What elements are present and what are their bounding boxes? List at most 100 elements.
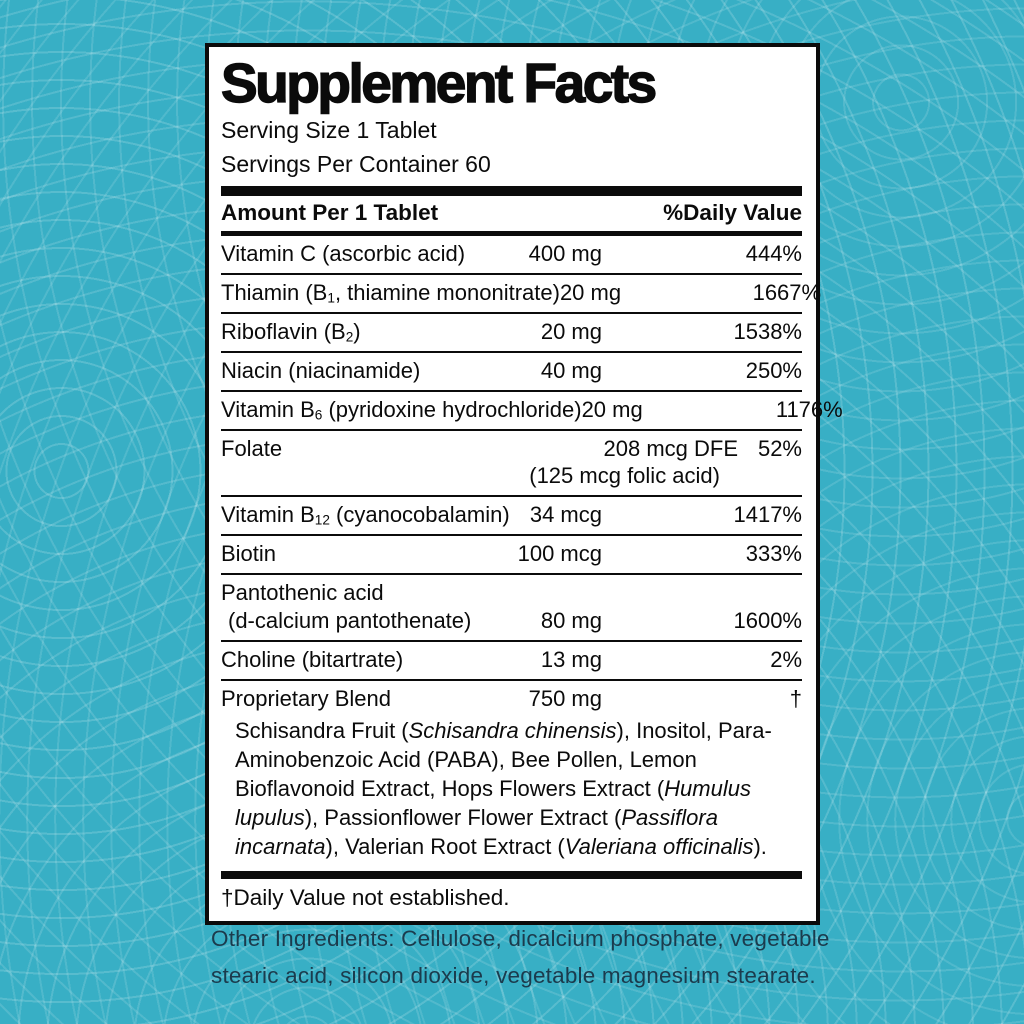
text-segment: Vitamin B <box>221 502 315 528</box>
subscript: 2 <box>345 329 354 345</box>
nutrient-amount: 750 mg <box>528 686 602 712</box>
nutrient-name-line: Vitamin B12 (cyanocobalamin) <box>221 501 510 529</box>
nutrient-name: Biotin <box>221 540 276 568</box>
supplement-facts-title: Supplement Facts <box>220 52 658 114</box>
nutrient-name-line: Choline (bitartrate) <box>221 646 403 674</box>
amount-per-header: Amount Per 1 Tablet <box>221 200 439 226</box>
daily-value-header: %Daily Value <box>663 200 802 226</box>
text-segment: ), Inositol, Para-Aminobenzoic Acid (PAB… <box>235 718 772 802</box>
serving-size: Serving Size 1 Tablet <box>221 117 437 144</box>
nutrient-daily-value: 1417% <box>733 502 802 528</box>
text-segment: ). <box>753 834 767 860</box>
nutrient-name-line: Thiamin (B1, thiamine mononitrate) <box>221 279 560 307</box>
text-segment: (d-calcium pantothenate) <box>228 608 472 634</box>
text-segment: Vitamin B <box>221 397 315 423</box>
nutrient-row-line: Choline (bitartrate) 13 mg 2% <box>221 646 802 674</box>
text-segment: Schisandra Fruit ( <box>235 718 409 744</box>
supplement-facts-panel: Supplement Facts Serving Size 1 Tablet S… <box>205 43 843 926</box>
nutrient-name: Pantothenic acid (d-calcium pantothenate) <box>221 579 471 635</box>
nutrient-row: Choline (bitartrate) 13 mg 2% <box>221 640 802 679</box>
nutrient-row-line: Pantothenic acid (d-calcium pantothenate)… <box>221 579 802 635</box>
nutrient-name-line: Folate <box>221 435 282 463</box>
nutrient-amount: 34 mcg <box>529 502 602 528</box>
nutrient-name: Vitamin C (ascorbic acid) <box>221 240 465 268</box>
nutrient-name-line: (d-calcium pantothenate) <box>221 607 471 635</box>
nutrient-row: Biotin 100 mcg 333% <box>221 534 802 573</box>
text-segment: (cyanocobalamin) <box>329 502 510 528</box>
text-segment: ), Passionflower Flower Extract ( <box>304 805 622 831</box>
nutrient-amount: 13 mg <box>540 647 602 673</box>
other-ingredients-text: Other Ingredients: Cellulose, dicalcium … <box>211 926 830 988</box>
nutrient-rows: Vitamin C (ascorbic acid) 400 mg 444% Thiam… <box>221 236 843 868</box>
nutrient-amount: 40 mg <box>540 358 602 384</box>
latin-name: Schisandra chinensis <box>408 718 617 744</box>
nutrient-daily-value: 1538% <box>733 319 802 345</box>
nutrient-row-line: Vitamin B12 (cyanocobalamin) 34 mcg 1417% <box>221 501 802 529</box>
nutrient-name-line: Niacin (niacinamide) <box>221 357 420 385</box>
text-segment: ), Valerian Root Extract ( <box>325 834 565 860</box>
nutrient-amount: 80 mg <box>540 608 602 634</box>
nutrient-daily-value: 52% <box>757 436 802 462</box>
nutrient-name-line: Proprietary Blend <box>221 685 391 713</box>
table-header: Amount Per 1 Tablet %Daily Value <box>221 196 802 231</box>
nutrient-row: Pantothenic acid (d-calcium pantothenate)… <box>221 573 802 640</box>
nutrient-row-line: Niacin (niacinamide) 40 mg 250% <box>221 357 802 385</box>
nutrient-amount: 20 mg <box>540 319 602 345</box>
nutrient-name-line: Biotin <box>221 540 276 568</box>
text-segment: Niacin (niacinamide) <box>221 358 421 384</box>
nutrient-amount: 20 mg <box>559 280 622 306</box>
nutrient-daily-value: 2% <box>770 647 802 673</box>
nutrient-row-line: Vitamin C (ascorbic acid) 400 mg 444% <box>221 240 802 268</box>
nutrient-daily-value: 444% <box>745 241 802 267</box>
subscript: 1 <box>327 290 335 306</box>
latin-name: Humulus lupulus <box>235 776 751 831</box>
nutrient-daily-value: 1600% <box>733 608 802 634</box>
nutrient-daily-value: 1667% <box>752 280 822 306</box>
nutrient-row-line: Folate 208 mcg DFE 52% <box>221 435 802 463</box>
proprietary-blend-description: Schisandra Fruit (Schisandra chinensis),… <box>221 713 802 863</box>
nutrient-name: Thiamin (B1, thiamine mononitrate) <box>221 279 560 307</box>
text-segment: Riboflavin (B <box>221 319 346 345</box>
servings-per-container: Servings Per Container 60 <box>221 151 491 178</box>
nutrient-row: Riboflavin (B2) 20 mg 1538% <box>221 312 802 351</box>
text-segment: , thiamine mononitrate) <box>334 280 560 306</box>
subscript: 12 <box>314 512 330 528</box>
nutrient-row-line: Thiamin (B1, thiamine mononitrate) 20 mg 1… <box>221 279 821 307</box>
nutrient-name-line: Riboflavin (B2) <box>221 318 361 346</box>
amount-note: (125 mcg folic acid) <box>529 463 720 489</box>
nutrient-name: Niacin (niacinamide) <box>221 357 420 385</box>
text-segment: Folate <box>221 436 283 462</box>
nutrient-name: Folate <box>221 435 282 463</box>
nutrient-name: Vitamin B12 (cyanocobalamin) <box>221 501 510 529</box>
text-segment: Choline (bitartrate) <box>221 647 404 673</box>
nutrient-amount: 208 mcg DFE <box>603 436 739 462</box>
nutrient-row: Niacin (niacinamide) 40 mg 250% <box>221 351 802 390</box>
latin-name: Valeriana officinalis <box>564 834 754 860</box>
nutrient-name: Proprietary Blend <box>221 685 391 713</box>
nutrient-row: Proprietary Blend 750 mg † Schisandra Fruit… <box>221 679 802 868</box>
nutrient-name: Vitamin B6 (pyridoxine hydrochloride) <box>221 396 582 424</box>
subscript: 6 <box>314 407 323 423</box>
nutrient-amount: 400 mg <box>528 241 602 267</box>
nutrient-row: Folate 208 mcg DFE 52% (125 mcg folic acid) <box>221 429 802 495</box>
text-segment: Vitamin C (ascorbic acid) <box>221 241 466 267</box>
divider-thick-bottom <box>221 871 802 880</box>
text-segment: Biotin <box>221 541 277 567</box>
nutrient-name-line: Pantothenic acid <box>221 579 471 607</box>
nutrient-name-line: Vitamin C (ascorbic acid) <box>221 240 465 268</box>
nutrient-name: Choline (bitartrate) <box>221 646 403 674</box>
nutrient-name: Riboflavin (B2) <box>221 318 361 346</box>
nutrient-daily-value: 250% <box>745 358 802 384</box>
text-segment: ) <box>353 319 361 345</box>
nutrient-name-line: Vitamin B6 (pyridoxine hydrochloride) <box>221 396 582 424</box>
nutrient-row-line: Proprietary Blend 750 mg † <box>221 685 802 713</box>
nutrient-daily-value: 333% <box>745 541 802 567</box>
nutrient-row: Vitamin B6 (pyridoxine hydrochloride) 20 … <box>221 390 843 429</box>
text-segment: Proprietary Blend <box>221 686 391 712</box>
latin-name: Passiflora incarnata <box>235 805 718 860</box>
nutrient-daily-value: † <box>789 686 802 712</box>
text-segment: Pantothenic acid <box>221 580 384 606</box>
nutrient-amount: 20 mg <box>581 397 643 423</box>
text-segment: Thiamin (B <box>221 280 328 306</box>
